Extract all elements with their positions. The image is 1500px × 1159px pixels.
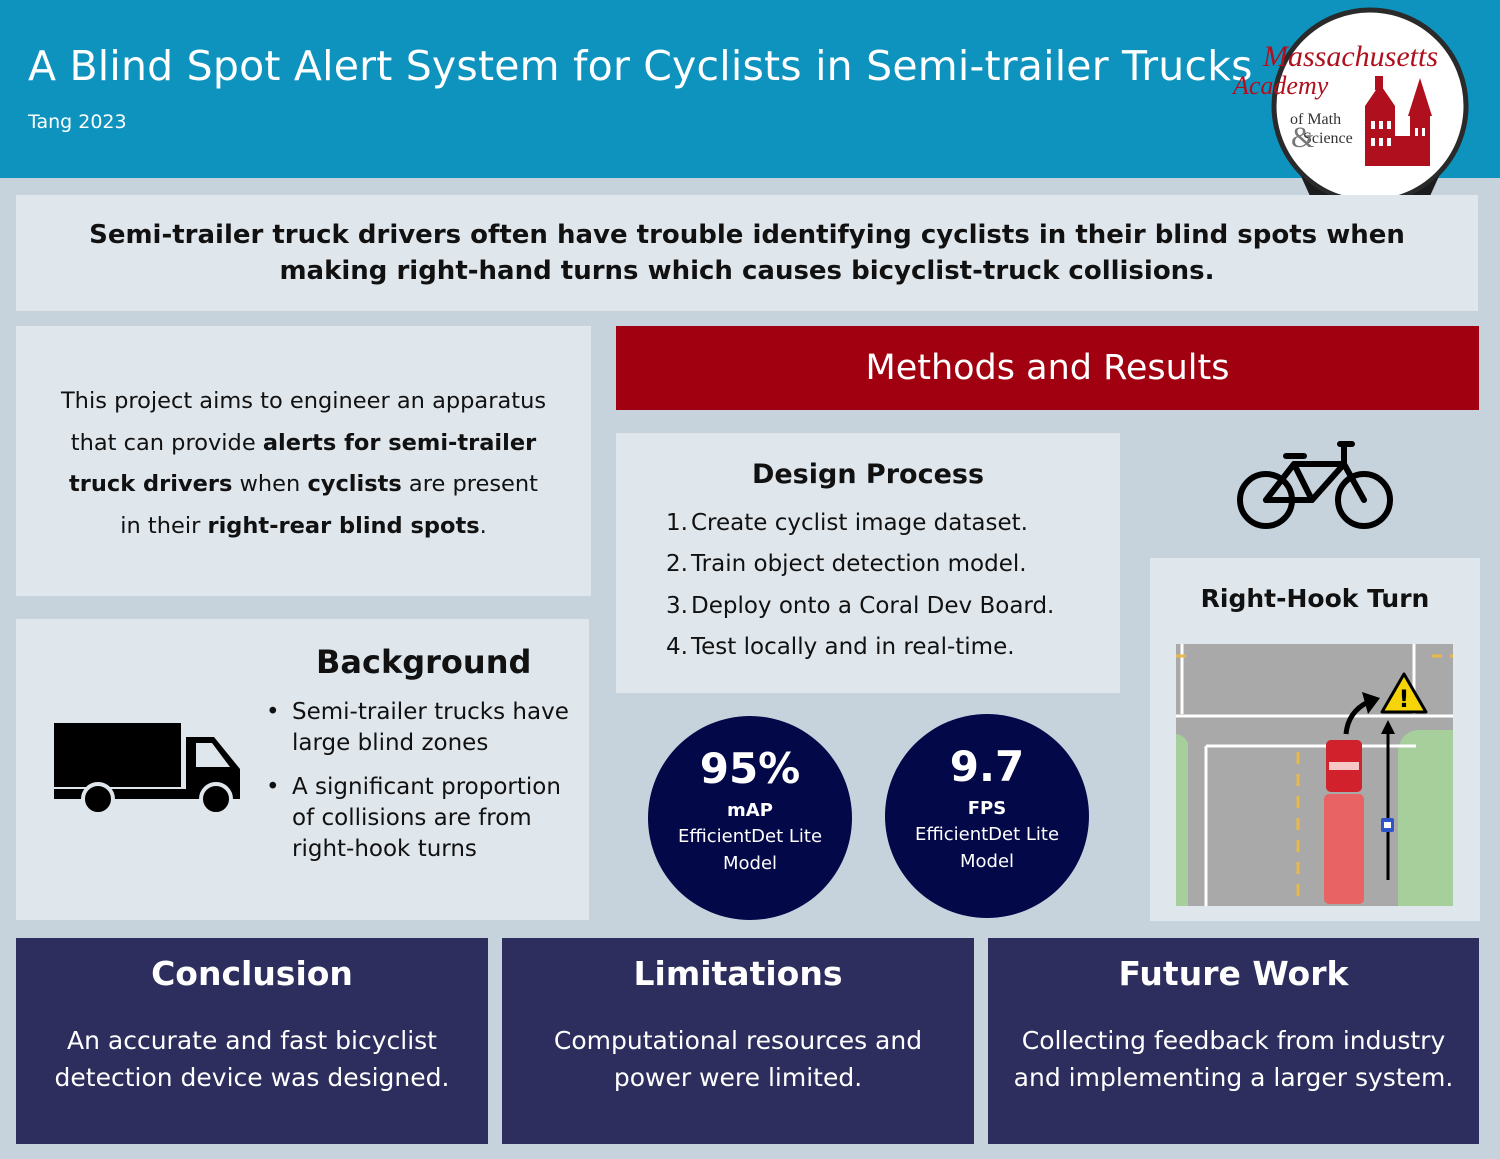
background-item-text: Semi-trailer trucks have large blind zon…	[292, 699, 569, 756]
stat-fps-circle: 9.7 FPS EfficientDet Lite Model	[885, 714, 1089, 918]
stat-value: 9.7	[949, 742, 1025, 791]
background-list: • Semi-trailer trucks have large blind zo…	[266, 697, 582, 878]
stat-description: EfficientDet Lite Model	[648, 823, 852, 877]
aim-bold-1: alerts for semi-trailer truck drivers	[69, 429, 537, 498]
list-item: 2. Train object detection model.	[660, 544, 1054, 585]
list-item: 1. Create cyclist image dataset.	[660, 503, 1054, 544]
svg-text:Academy: Academy	[1231, 71, 1329, 100]
conclusion-title: Conclusion	[151, 954, 353, 993]
stat-label: FPS	[967, 798, 1007, 819]
list-item: • A significant proportion of collisions …	[266, 772, 582, 865]
stat-value: 95%	[699, 744, 801, 793]
school-logo: Massachusetts Academy of Math Science & …	[1231, 7, 1469, 209]
svg-text:Massachusetts: Massachusetts	[1262, 40, 1438, 73]
step-text: Test locally and in real-time.	[691, 633, 1015, 660]
step-text: Deploy onto a Coral Dev Board.	[691, 592, 1055, 619]
bullet-icon: •	[266, 774, 280, 800]
svg-text:!: !	[1399, 685, 1410, 713]
stat-label: mAP	[727, 800, 773, 821]
limitations-panel: Limitations Computational resources and …	[502, 938, 974, 1144]
poster-title: A Blind Spot Alert System for Cyclists i…	[28, 42, 1253, 90]
step-number: 4.	[666, 633, 688, 660]
aim-text-3: are present in their	[120, 471, 538, 539]
aim-text-1: This project aims to engineer an apparat…	[60, 388, 547, 456]
design-process-panel: Design Process 1. Create cyclist image da…	[616, 433, 1120, 693]
conclusion-body: An accurate and fast bicyclist detection…	[54, 1026, 450, 1092]
future-work-title: Future Work	[1118, 954, 1349, 993]
stat-desc-line2: Model	[722, 853, 778, 874]
stat-desc-line2: Model	[959, 851, 1015, 872]
list-item: 3. Deploy onto a Coral Dev Board.	[660, 586, 1054, 627]
right-hook-panel: Right-Hook Turn !	[1150, 558, 1480, 921]
design-process-title: Design Process	[751, 459, 985, 490]
stat-description: EfficientDet Lite Model	[885, 821, 1089, 875]
limitations-body: Computational resources and power were l…	[553, 1026, 923, 1092]
problem-statement: Semi-trailer truck drivers often have tr…	[16, 195, 1478, 311]
header-banner: A Blind Spot Alert System for Cyclists i…	[0, 0, 1500, 178]
conclusion-panel: Conclusion An accurate and fast bicyclis…	[16, 938, 488, 1144]
background-item-text: A significant proportion of collisions a…	[292, 774, 561, 862]
future-work-panel: Future Work Collecting feedback from ind…	[988, 938, 1479, 1144]
stat-desc-line1: EfficientDet Lite	[914, 824, 1060, 845]
bullet-icon: •	[266, 699, 280, 725]
aim-bold-3: right-rear blind spots	[207, 512, 480, 539]
truck-icon	[54, 723, 240, 816]
list-item: 4. Test locally and in real-time.	[660, 627, 1054, 668]
background-title: Background	[316, 643, 532, 681]
problem-statement-text: Semi-trailer truck drivers often have tr…	[89, 220, 1405, 286]
background-panel: Background • Semi-trailer trucks have lar…	[16, 619, 589, 920]
step-number: 2.	[666, 551, 688, 578]
right-hook-title: Right-Hook Turn	[1200, 584, 1430, 613]
svg-text:&: &	[1291, 121, 1314, 154]
methods-header-text: Methods and Results	[865, 348, 1230, 388]
list-item: • Semi-trailer trucks have large blind zo…	[266, 697, 582, 759]
project-aim-text: This project aims to engineer an apparat…	[56, 381, 551, 547]
warning-icon: !	[1380, 672, 1428, 714]
step-number: 1.	[666, 510, 688, 536]
step-text: Train object detection model.	[691, 551, 1027, 578]
step-text: Create cyclist image dataset.	[691, 510, 1028, 536]
author-year: Tang 2023	[28, 111, 127, 133]
svg-text:of Math: of Math	[1290, 111, 1341, 128]
design-steps: 1. Create cyclist image dataset. 2. Train …	[660, 503, 1054, 668]
project-aim-panel: This project aims to engineer an apparat…	[16, 326, 591, 596]
aim-bold-2: cyclists	[307, 471, 402, 497]
svg-text:at: at	[1327, 178, 1335, 190]
svg-text:Science: Science	[1303, 130, 1353, 147]
limitations-title: Limitations	[633, 954, 843, 993]
bicycle-icon	[1237, 441, 1393, 529]
methods-header: Methods and Results	[616, 326, 1479, 410]
right-hook-diagram: !	[1176, 644, 1453, 906]
aim-text-2: when	[232, 471, 308, 497]
step-number: 3.	[666, 592, 688, 619]
stat-map-circle: 95% mAP EfficientDet Lite Model	[648, 716, 852, 920]
aim-text-4: .	[479, 512, 487, 539]
future-work-body: Collecting feedback from industry and im…	[1013, 1026, 1454, 1092]
stat-desc-line1: EfficientDet Lite	[677, 826, 823, 847]
